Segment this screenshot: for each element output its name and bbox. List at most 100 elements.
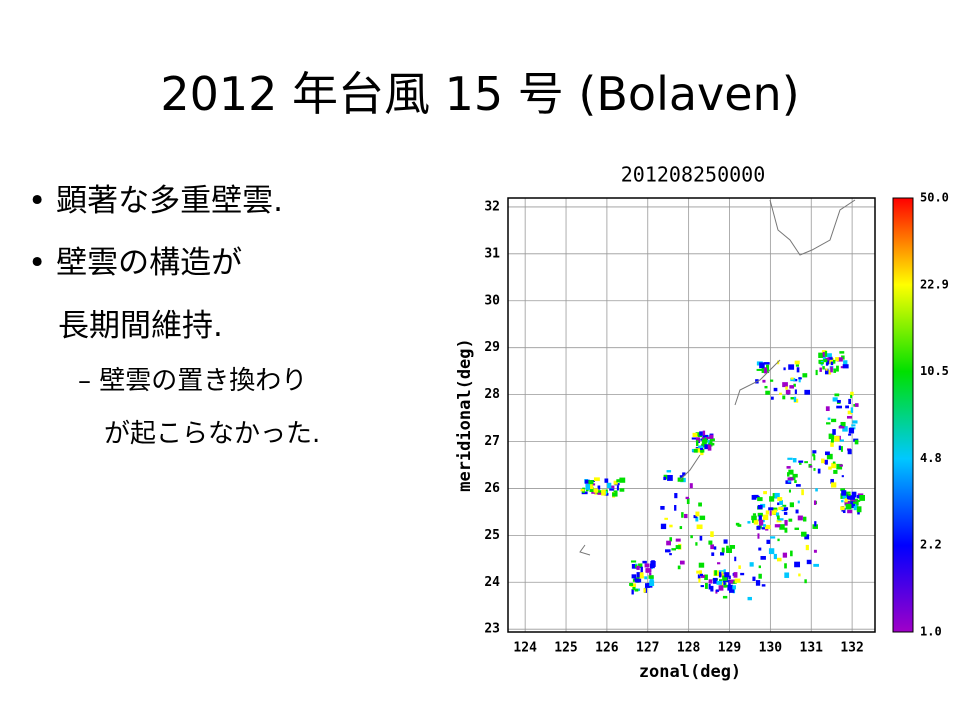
echo-pixel <box>856 506 862 513</box>
echo-pixel <box>766 364 770 371</box>
echo-pixel <box>768 507 774 511</box>
echo-pixel <box>597 492 604 495</box>
echo-pixel <box>838 357 843 362</box>
echo-pixel <box>630 560 637 563</box>
grid: 124 125 126 127 128 129 130 131 132 23 24 25 26 27 28 2… <box>484 198 875 656</box>
echo-pixel <box>630 583 637 587</box>
echo-pixel <box>698 562 705 568</box>
echo-pixel <box>691 437 697 440</box>
echo-pixel <box>836 365 839 372</box>
echo-pixel <box>832 359 836 364</box>
echo-pixel <box>669 524 673 528</box>
echo-pixel <box>804 389 811 395</box>
echo-pixel <box>634 578 640 583</box>
echo-pixel <box>830 436 834 443</box>
echo-pixel <box>728 575 731 579</box>
echo-pixel <box>592 483 596 486</box>
echo-pixel <box>840 506 845 511</box>
echo-pixel <box>613 480 618 485</box>
echo-pixel <box>824 350 828 357</box>
echo-pixel <box>797 515 803 521</box>
echo-pixel <box>643 588 646 593</box>
echo-pixel <box>689 483 693 489</box>
echo-pixel <box>773 507 778 511</box>
echo-pixel <box>784 527 788 533</box>
echo-pixel <box>830 361 834 366</box>
y-tick-label: 31 <box>484 246 500 261</box>
echo-layer <box>580 350 865 601</box>
echo-pixel <box>589 486 594 493</box>
echo-pixel <box>819 362 824 365</box>
echo-pixel <box>704 444 710 450</box>
echo-pixel <box>784 572 790 578</box>
echo-pixel <box>813 563 820 567</box>
colorbar <box>892 197 914 633</box>
echo-pixel <box>764 362 770 365</box>
echo-pixel <box>828 357 834 364</box>
echo-pixel <box>686 498 690 505</box>
echo-pixel <box>648 575 654 579</box>
echo-pixel <box>776 515 780 520</box>
echo-pixel <box>804 461 808 464</box>
echo-pixel <box>835 357 840 362</box>
echo-pixel <box>584 479 590 484</box>
echo-pixel <box>787 480 791 483</box>
echo-pixel <box>664 517 669 520</box>
echo-pixel <box>850 391 854 396</box>
echo-pixel <box>852 501 859 504</box>
echo-pixel <box>794 480 797 483</box>
echo-pixel <box>723 539 728 544</box>
echo-pixel <box>702 436 705 440</box>
echo-pixel <box>814 521 817 527</box>
echo-pixel <box>784 519 788 526</box>
echo-pixel <box>702 434 708 438</box>
echo-pixel <box>665 549 671 553</box>
x-tick-label: 129 <box>718 641 741 656</box>
echo-pixel <box>776 519 782 523</box>
echo-pixel <box>644 576 648 580</box>
echo-pixel <box>819 354 824 357</box>
echo-pixel <box>834 393 840 397</box>
echo-pixel <box>813 549 817 553</box>
echo-pixel <box>830 442 834 447</box>
echo-pixel <box>825 406 830 412</box>
echo-pixel <box>639 572 644 579</box>
echo-pixel <box>787 472 790 477</box>
echo-pixel <box>839 464 843 467</box>
echo-pixel <box>832 429 836 435</box>
echo-pixel <box>645 568 652 573</box>
echo-pixel <box>774 524 781 528</box>
colorbar-label: 1.0 <box>920 625 942 639</box>
echo-pixel <box>634 578 637 581</box>
echo-pixel <box>847 449 852 455</box>
sub-bullet-continuation: が起こらなかった. <box>104 419 321 449</box>
echo-pixel <box>817 468 821 474</box>
echo-pixel <box>636 572 642 578</box>
y-axis-label: meridional(deg) <box>455 338 475 492</box>
echo-pixel <box>607 482 612 489</box>
echo-pixel <box>781 508 787 512</box>
echo-pixel <box>752 576 756 581</box>
echo-pixel <box>660 505 665 510</box>
echo-pixel <box>695 511 700 517</box>
echo-pixel <box>679 475 683 480</box>
echo-pixel <box>762 379 766 383</box>
x-tick-label: 130 <box>759 641 783 656</box>
echo-pixel <box>853 506 857 511</box>
echo-pixel <box>830 366 833 373</box>
figure-title: 201208250000 <box>621 163 766 187</box>
echo-pixel <box>757 504 763 510</box>
echo-pixel <box>790 397 795 400</box>
echo-pixel <box>840 493 844 499</box>
echo-pixel <box>785 389 791 395</box>
echo-pixel <box>850 407 854 413</box>
echo-pixel <box>782 382 788 388</box>
echo-pixel <box>779 524 785 530</box>
y-tick-label: 24 <box>484 575 500 590</box>
echo-pixel <box>790 377 794 380</box>
sub-bullet-text: 壁雲の置き換わり <box>99 366 308 396</box>
echo-pixel <box>832 461 836 464</box>
echo-pixel <box>708 583 711 590</box>
